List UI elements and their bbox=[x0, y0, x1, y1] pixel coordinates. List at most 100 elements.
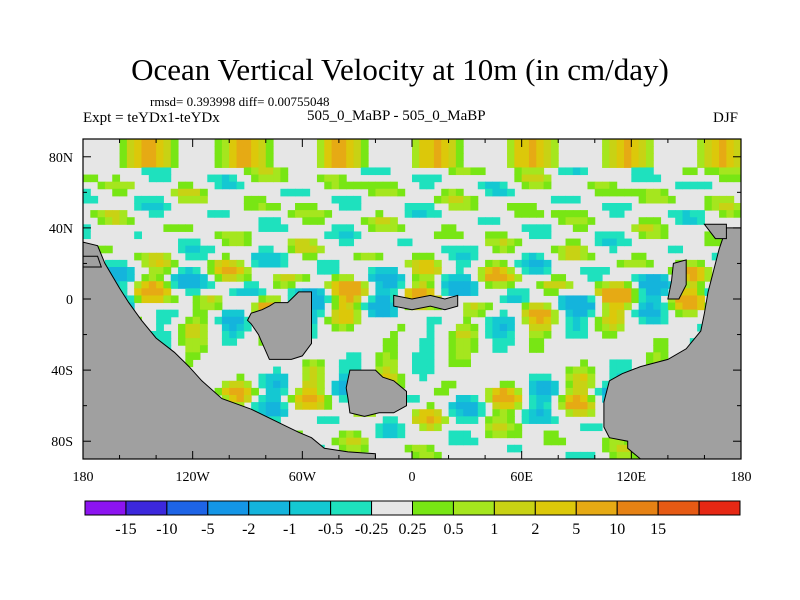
field-cell bbox=[375, 181, 384, 190]
field-cell bbox=[521, 267, 530, 275]
field-cell bbox=[265, 146, 274, 154]
field-cell bbox=[375, 359, 384, 368]
field-cell bbox=[170, 188, 179, 197]
field-cell bbox=[156, 252, 164, 261]
colorbar-swatch bbox=[207, 500, 250, 516]
field-cell bbox=[273, 387, 281, 396]
field-cell bbox=[280, 259, 289, 268]
field-cell bbox=[667, 210, 676, 218]
field-cell bbox=[499, 430, 508, 439]
field-cell bbox=[170, 224, 179, 232]
field-cell bbox=[412, 416, 420, 424]
field-cell bbox=[448, 224, 457, 232]
field-cell bbox=[185, 338, 194, 346]
field-cell bbox=[419, 267, 428, 275]
field-cell bbox=[426, 146, 435, 154]
field-cell bbox=[265, 139, 274, 147]
field-cell bbox=[572, 366, 581, 375]
field-cell bbox=[338, 281, 347, 289]
field-cell bbox=[667, 267, 676, 275]
field-cell bbox=[119, 217, 128, 225]
field-cell bbox=[324, 210, 333, 218]
field-cell bbox=[616, 323, 625, 332]
field-cell bbox=[309, 323, 318, 332]
field-cell bbox=[507, 245, 515, 254]
field-cell bbox=[112, 174, 121, 183]
field-cell bbox=[221, 238, 230, 247]
field-cell bbox=[316, 402, 325, 410]
field-cell bbox=[587, 380, 596, 389]
field-cell bbox=[324, 181, 333, 190]
field-cell bbox=[426, 139, 435, 147]
field-cell bbox=[404, 238, 413, 247]
field-cell bbox=[221, 146, 230, 154]
field-cell bbox=[704, 274, 713, 282]
field-cell bbox=[638, 153, 647, 161]
field-cell bbox=[83, 174, 91, 183]
field-cell bbox=[536, 210, 545, 218]
field-cell bbox=[485, 238, 493, 247]
field-cell bbox=[536, 160, 545, 168]
field-cell bbox=[463, 195, 471, 204]
field-cell bbox=[90, 210, 99, 218]
field-cell bbox=[390, 267, 398, 275]
field-cell bbox=[251, 252, 259, 261]
field-cell bbox=[346, 203, 355, 211]
field-cell bbox=[624, 139, 632, 147]
field-cell bbox=[302, 373, 311, 382]
field-cell bbox=[528, 259, 537, 268]
field-cell bbox=[134, 195, 142, 204]
field-cell bbox=[375, 430, 384, 439]
field-cell bbox=[156, 331, 164, 339]
field-cell bbox=[660, 338, 669, 346]
field-cell bbox=[507, 153, 515, 161]
field-cell bbox=[433, 387, 442, 396]
field-cell bbox=[119, 281, 128, 289]
field-cell bbox=[536, 181, 545, 190]
field-cell bbox=[485, 302, 493, 311]
field-cell bbox=[645, 188, 654, 197]
field-cell bbox=[265, 217, 274, 225]
field-cell bbox=[631, 174, 640, 183]
field-cell bbox=[251, 302, 259, 311]
field-cell bbox=[448, 160, 457, 168]
field-cell bbox=[733, 160, 742, 168]
field-cell bbox=[338, 146, 347, 154]
field-cell bbox=[455, 323, 464, 332]
field-cell bbox=[697, 210, 705, 218]
field-cell bbox=[178, 274, 186, 282]
field-cell bbox=[192, 281, 201, 289]
field-cell bbox=[624, 451, 632, 460]
field-cell bbox=[419, 416, 428, 424]
field-cell bbox=[638, 195, 647, 204]
field-cell bbox=[499, 395, 508, 403]
field-cell bbox=[426, 210, 435, 218]
field-cell bbox=[609, 359, 618, 368]
field-cell bbox=[536, 323, 545, 332]
field-cell bbox=[587, 309, 596, 318]
field-cell bbox=[104, 245, 113, 254]
field-cell bbox=[309, 210, 318, 218]
field-cell bbox=[638, 302, 647, 311]
field-cell bbox=[587, 395, 596, 403]
field-cell bbox=[112, 210, 121, 218]
field-cell bbox=[433, 259, 442, 268]
field-cell bbox=[682, 181, 691, 190]
field-cell bbox=[711, 252, 720, 261]
field-cell bbox=[448, 167, 457, 176]
field-cell bbox=[390, 359, 398, 368]
field-cell bbox=[697, 259, 705, 268]
field-cell bbox=[331, 295, 340, 304]
field-cell bbox=[112, 267, 121, 275]
field-cell bbox=[594, 238, 603, 247]
field-cell bbox=[368, 224, 376, 232]
field-cell bbox=[470, 395, 479, 403]
field-cell bbox=[419, 281, 428, 289]
field-cell bbox=[126, 274, 135, 282]
field-cell bbox=[682, 295, 691, 304]
field-cell bbox=[375, 267, 384, 275]
field-cell bbox=[192, 195, 201, 204]
field-cell bbox=[368, 252, 376, 261]
field-cell bbox=[507, 444, 515, 453]
field-cell bbox=[528, 331, 537, 339]
